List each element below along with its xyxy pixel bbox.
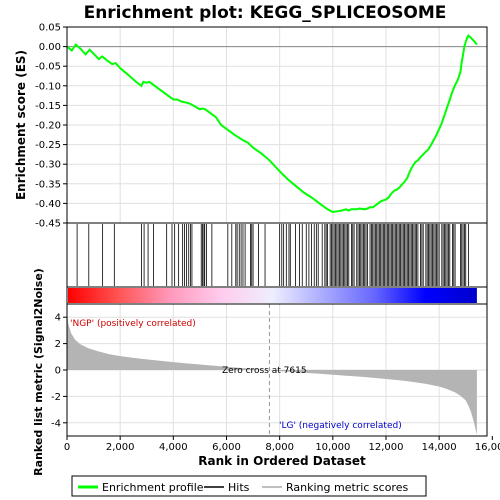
hits-panel-frame <box>66 222 488 288</box>
chart-title: Enrichment plot: KEGG_SPLICEOSOME <box>84 3 447 23</box>
ranking-metric-area <box>67 311 477 435</box>
metric-tick-label: 0 <box>55 366 61 377</box>
metric-tick-label: -4 <box>51 418 61 429</box>
es-tick-label: 0.00 <box>39 42 61 53</box>
enrichment-profile-line <box>66 34 478 214</box>
hits-panel <box>66 222 488 288</box>
negative-correlation-label: 'LG' (negatively correlated) <box>279 421 402 431</box>
hit-marks <box>76 224 469 286</box>
es-tick-label: -0.25 <box>35 140 61 151</box>
x-tick-label: 10,000 <box>315 442 350 453</box>
metric-y-axis-label: Ranked list metric (Signal2Noise) <box>32 268 45 476</box>
x-tick-label: 4,000 <box>159 442 188 453</box>
es-tick-label: -0.15 <box>35 101 61 112</box>
x-tick-label: 14,000 <box>422 442 457 453</box>
x-axis-label: Rank in Ordered Dataset <box>198 454 366 468</box>
metric-panel: -4 -2 0 2 4 'NGP' (positively correlated) Ze… <box>51 303 488 437</box>
es-tick-label: -0.20 <box>35 121 61 132</box>
es-tick-label: -0.10 <box>35 81 61 92</box>
x-tick-label: 12,000 <box>368 442 403 453</box>
metric-tick-label: -2 <box>51 392 61 403</box>
es-tick-label: -0.45 <box>35 219 61 230</box>
metric-tick-label: 4 <box>55 313 61 324</box>
legend-label-enrichment-profile: Enrichment profile <box>102 481 204 494</box>
x-tick-label: 16,000 <box>475 442 500 453</box>
metric-panel-frame <box>66 303 488 437</box>
es-tick-label: 0.05 <box>39 23 61 34</box>
legend-frame <box>71 475 427 497</box>
es-gridlines <box>67 26 487 224</box>
legend-label-hits: Hits <box>228 481 250 494</box>
rank-colorbar-panel <box>66 286 488 305</box>
x-axis-ticks: 0 2,000 4,000 6,000 8,000 10,000 12,000 14,000 1… <box>64 436 500 453</box>
es-tick-label: -0.30 <box>35 160 61 171</box>
metric-tick-label: 2 <box>55 339 61 350</box>
metric-y-ticks: -4 -2 0 2 4 <box>51 313 67 429</box>
positive-correlation-label: 'NGP' (positively correlated) <box>70 319 196 329</box>
es-y-axis-label: Enrichment score (ES) <box>14 50 28 200</box>
zero-cross-label: Zero cross at 7615 <box>222 366 307 376</box>
rank-colorbar <box>68 288 477 303</box>
es-tick-label: -0.40 <box>35 199 61 210</box>
x-tick-label: 0 <box>64 442 70 453</box>
es-tick-label: -0.05 <box>35 62 61 73</box>
x-tick-label: 6,000 <box>212 442 241 453</box>
x-tick-label: 8,000 <box>265 442 294 453</box>
legend: Enrichment profile Hits Ranking metric s… <box>71 475 427 497</box>
x-tick-label: 2,000 <box>106 442 135 453</box>
legend-label-ranking-metric: Ranking metric scores <box>286 481 408 494</box>
es-y-ticks: -0.45 -0.40 -0.35 -0.30 -0.25 -0.20 -0.15 -0.10… <box>35 23 67 230</box>
es-tick-label: -0.35 <box>35 179 61 190</box>
es-panel: -0.45 -0.40 -0.35 -0.30 -0.25 -0.20 -0.15 -0.10… <box>35 23 488 230</box>
